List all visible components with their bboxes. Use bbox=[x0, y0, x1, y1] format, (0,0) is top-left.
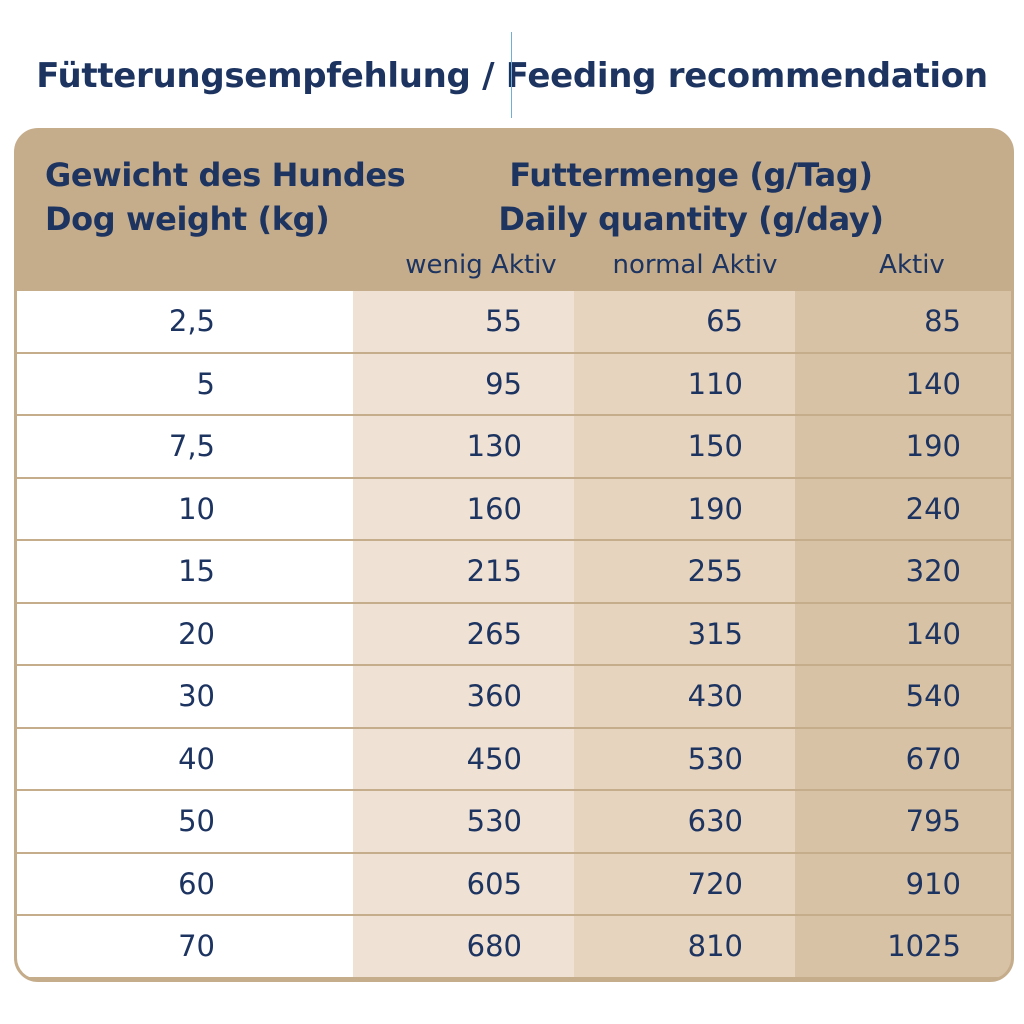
low-activity-cell: 605 bbox=[353, 853, 574, 914]
normal-activity-cell: 315 bbox=[574, 603, 795, 664]
activity-header-low: wenig Aktiv bbox=[405, 250, 557, 280]
active-cell: 140 bbox=[795, 603, 1011, 664]
normal-activity-cell: 720 bbox=[574, 853, 795, 914]
active-cell: 1025 bbox=[795, 916, 1011, 977]
low-activity-cell: 215 bbox=[353, 541, 574, 602]
activity-header-active: Aktiv bbox=[879, 250, 945, 280]
active-cell: 910 bbox=[795, 853, 1011, 914]
weight-cell: 10 bbox=[17, 478, 353, 539]
active-cell: 140 bbox=[795, 353, 1011, 414]
weight-cell: 30 bbox=[17, 666, 353, 727]
feeding-table: Gewicht des Hundes Dog weight (kg) Futte… bbox=[14, 128, 1014, 982]
table-row: 10 160 190 240 bbox=[17, 478, 1011, 541]
active-cell: 320 bbox=[795, 541, 1011, 602]
table-row: 7,5 130 150 190 bbox=[17, 416, 1011, 479]
normal-activity-cell: 430 bbox=[574, 666, 795, 727]
low-activity-cell: 265 bbox=[353, 603, 574, 664]
weight-cell: 50 bbox=[17, 791, 353, 852]
normal-activity-cell: 150 bbox=[574, 416, 795, 477]
table-row: 70 680 810 1025 bbox=[17, 916, 1011, 977]
active-cell: 670 bbox=[795, 728, 1011, 789]
table-body: 2,5 55 65 85 5 95 110 140 7,5 130 150 190 10 160 190 24… bbox=[17, 291, 1011, 977]
table-row: 60 605 720 910 bbox=[17, 853, 1011, 916]
quantity-column-header: Futtermenge (g/Tag) Daily quantity (g/da… bbox=[417, 153, 965, 241]
active-cell: 540 bbox=[795, 666, 1011, 727]
table-header: Gewicht des Hundes Dog weight (kg) Futte… bbox=[17, 131, 1011, 289]
weight-column-header: Gewicht des Hundes Dog weight (kg) bbox=[45, 153, 406, 241]
low-activity-cell: 530 bbox=[353, 791, 574, 852]
normal-activity-cell: 630 bbox=[574, 791, 795, 852]
weight-cell: 20 bbox=[17, 603, 353, 664]
active-cell: 85 bbox=[795, 291, 1011, 352]
normal-activity-cell: 190 bbox=[574, 478, 795, 539]
table-row: 5 95 110 140 bbox=[17, 353, 1011, 416]
weight-header-en: Dog weight (kg) bbox=[45, 200, 330, 238]
low-activity-cell: 95 bbox=[353, 353, 574, 414]
title-divider bbox=[511, 32, 512, 118]
table-row: 40 450 530 670 bbox=[17, 728, 1011, 791]
active-cell: 795 bbox=[795, 791, 1011, 852]
weight-cell: 60 bbox=[17, 853, 353, 914]
low-activity-cell: 360 bbox=[353, 666, 574, 727]
table-row: 2,5 55 65 85 bbox=[17, 291, 1011, 354]
weight-header-de: Gewicht des Hundes bbox=[45, 156, 406, 194]
normal-activity-cell: 65 bbox=[574, 291, 795, 352]
table-row: 20 265 315 140 bbox=[17, 603, 1011, 666]
activity-header-normal: normal Aktiv bbox=[612, 250, 778, 280]
active-cell: 240 bbox=[795, 478, 1011, 539]
low-activity-cell: 55 bbox=[353, 291, 574, 352]
low-activity-cell: 680 bbox=[353, 916, 574, 977]
quantity-header-en: Daily quantity (g/day) bbox=[498, 200, 884, 238]
table-row: 30 360 430 540 bbox=[17, 666, 1011, 729]
weight-cell: 40 bbox=[17, 728, 353, 789]
weight-cell: 7,5 bbox=[17, 416, 353, 477]
weight-cell: 70 bbox=[17, 916, 353, 977]
weight-cell: 5 bbox=[17, 353, 353, 414]
normal-activity-cell: 255 bbox=[574, 541, 795, 602]
low-activity-cell: 160 bbox=[353, 478, 574, 539]
weight-cell: 15 bbox=[17, 541, 353, 602]
weight-cell: 2,5 bbox=[17, 291, 353, 352]
normal-activity-cell: 530 bbox=[574, 728, 795, 789]
quantity-header-de: Futtermenge (g/Tag) bbox=[509, 156, 873, 194]
active-cell: 190 bbox=[795, 416, 1011, 477]
page-title: Fütterungsempfehlung / Feeding recommend… bbox=[36, 56, 988, 96]
low-activity-cell: 130 bbox=[353, 416, 574, 477]
table-row: 15 215 255 320 bbox=[17, 541, 1011, 604]
table-row: 50 530 630 795 bbox=[17, 791, 1011, 854]
normal-activity-cell: 110 bbox=[574, 353, 795, 414]
normal-activity-cell: 810 bbox=[574, 916, 795, 977]
low-activity-cell: 450 bbox=[353, 728, 574, 789]
